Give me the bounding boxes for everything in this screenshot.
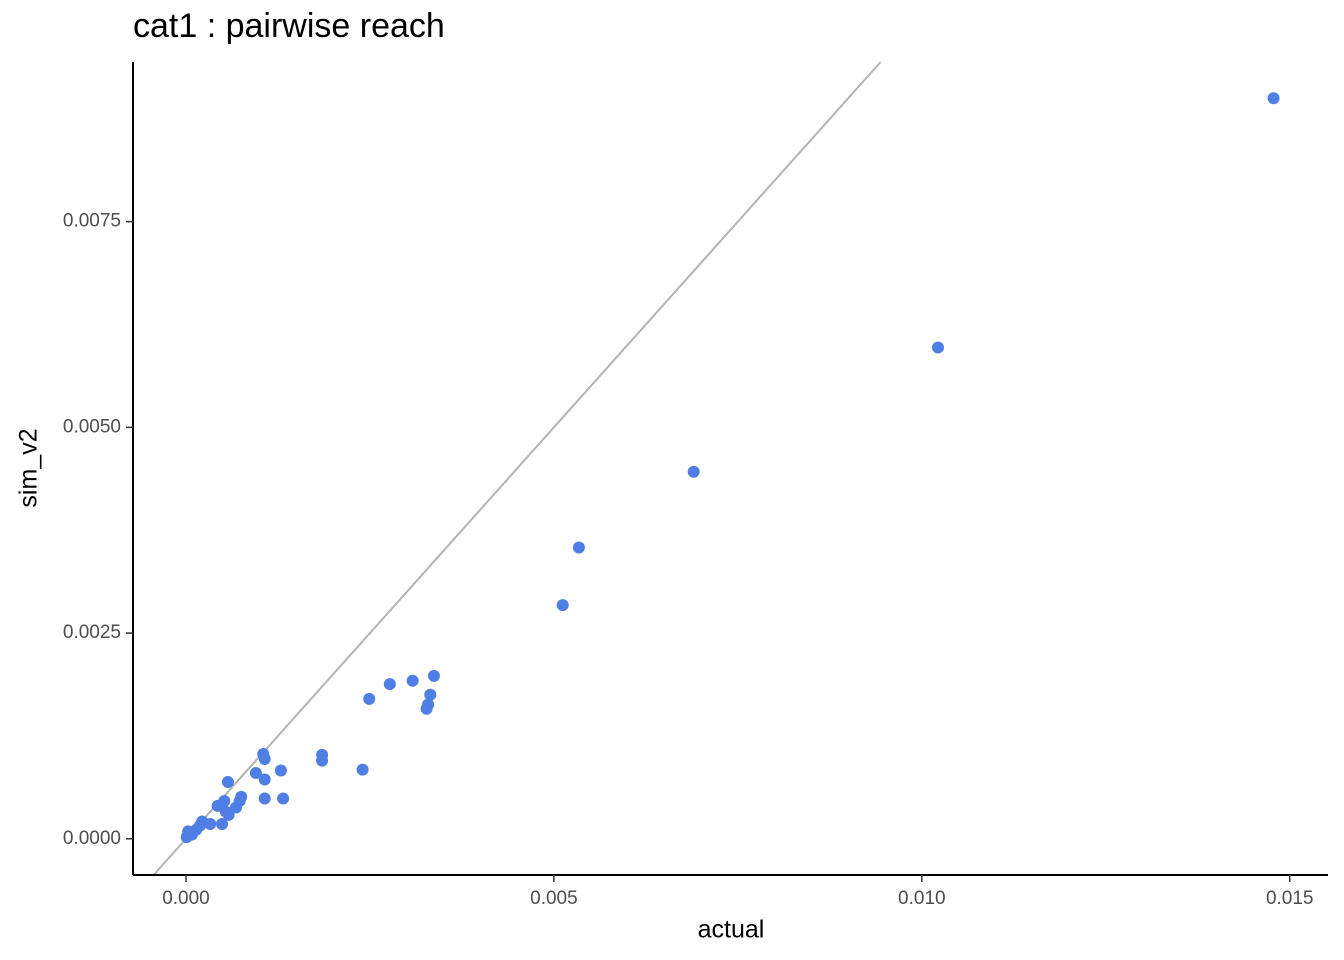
point <box>383 678 396 691</box>
x-tick-label: 0.005 <box>530 888 578 909</box>
y-tick-label: 0.0050 <box>63 416 121 437</box>
point <box>687 465 700 478</box>
point <box>196 815 209 828</box>
point <box>249 766 262 779</box>
point <box>221 776 234 789</box>
point <box>356 763 369 776</box>
y-tick-label: 0.0025 <box>63 622 121 643</box>
point <box>932 341 945 354</box>
y-axis-label: sim_v2 <box>15 428 43 507</box>
x-axis-label: actual <box>698 916 765 944</box>
x-tick-label: 0.015 <box>1266 888 1314 909</box>
chart-title: cat1 : pairwise reach <box>133 7 445 45</box>
point <box>420 702 433 715</box>
point <box>363 692 376 705</box>
x-tick-label: 0.000 <box>162 888 210 909</box>
point <box>556 599 569 612</box>
point <box>424 688 437 701</box>
point <box>180 831 193 844</box>
point <box>216 817 229 830</box>
point <box>572 541 585 554</box>
point <box>219 805 232 818</box>
point <box>274 764 287 777</box>
point <box>258 792 271 805</box>
point <box>406 674 419 687</box>
point <box>1267 92 1280 105</box>
point <box>277 792 290 805</box>
point <box>316 754 329 767</box>
y-tick-label: 0.0000 <box>63 828 121 849</box>
y-tick-label: 0.0075 <box>63 211 121 232</box>
x-tick-label: 0.010 <box>898 888 946 909</box>
point <box>230 801 243 814</box>
point <box>427 669 440 682</box>
point <box>258 773 271 786</box>
identity-line <box>152 61 882 876</box>
point <box>258 752 271 765</box>
